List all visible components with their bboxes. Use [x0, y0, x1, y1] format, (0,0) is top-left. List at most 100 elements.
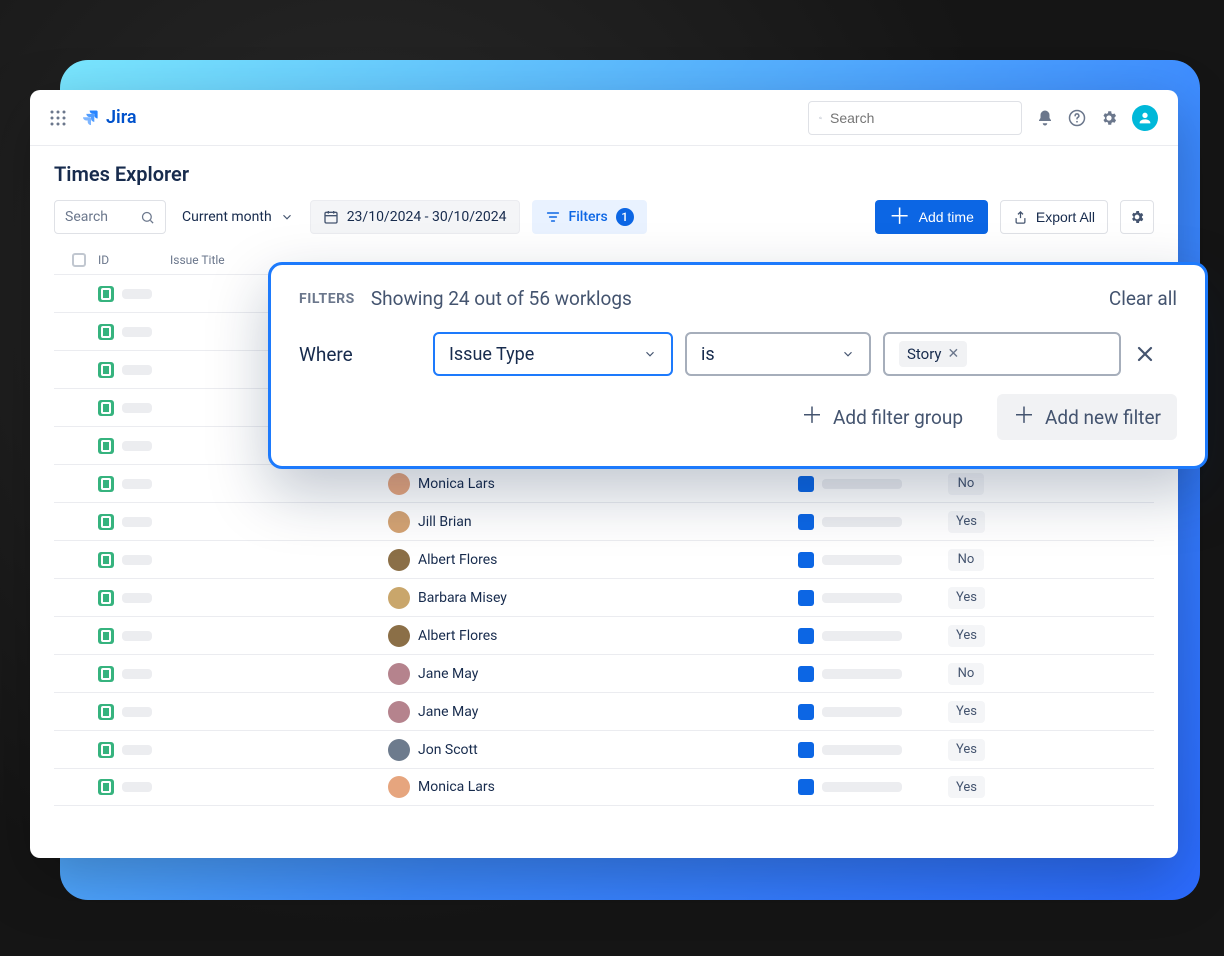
- chevron-down-icon: [643, 347, 657, 361]
- yes-no-tag: Yes: [948, 776, 985, 798]
- filters-button[interactable]: Filters 1: [532, 200, 647, 234]
- status-square: [798, 514, 814, 530]
- date-range-text: 23/10/2024 - 30/10/2024: [347, 209, 507, 225]
- notifications-icon[interactable]: [1036, 109, 1054, 127]
- user-name: Albert Flores: [418, 552, 497, 568]
- status-square: [798, 476, 814, 492]
- range-dropdown[interactable]: Current month: [178, 209, 298, 225]
- jira-logo[interactable]: Jira: [80, 107, 137, 128]
- table-row[interactable]: Jill BrianYes: [54, 502, 1154, 540]
- table-row[interactable]: Monica Lars Yes: [54, 768, 1154, 806]
- filter-value-select[interactable]: Story ✕: [883, 332, 1121, 376]
- table-row[interactable]: Albert FloresNo: [54, 540, 1154, 578]
- plus-icon: ＋: [801, 406, 823, 428]
- user-name: Jon Scott: [418, 742, 478, 758]
- user-avatar: [388, 663, 410, 685]
- filters-heading: FILTERS: [299, 291, 355, 307]
- status-square: [798, 666, 814, 682]
- status-square: [798, 779, 814, 795]
- user-name: Barbara Misey: [418, 590, 507, 606]
- user-avatar: [388, 625, 410, 647]
- status-placeholder: [822, 782, 902, 792]
- user-avatar: [388, 549, 410, 571]
- clear-all-button[interactable]: Clear all: [1109, 287, 1177, 310]
- add-time-label: Add time: [919, 209, 974, 225]
- global-search[interactable]: [808, 101, 1022, 135]
- table-search[interactable]: Search: [54, 200, 166, 234]
- date-range-picker[interactable]: 23/10/2024 - 30/10/2024: [310, 200, 520, 234]
- story-icon: [98, 742, 114, 758]
- table-row[interactable]: Jane MayNo: [54, 654, 1154, 692]
- user-name: Monica Lars: [418, 779, 495, 795]
- user-avatar: [388, 739, 410, 761]
- plus-icon: ＋: [889, 206, 911, 228]
- help-icon[interactable]: [1068, 109, 1086, 127]
- export-all-label: Export All: [1036, 209, 1095, 225]
- id-placeholder: [122, 631, 152, 641]
- export-all-button[interactable]: Export All: [1000, 200, 1108, 234]
- status-placeholder: [822, 745, 902, 755]
- table-row[interactable]: Albert Flores Yes: [54, 616, 1154, 654]
- apps-icon[interactable]: [50, 110, 66, 126]
- id-placeholder: [122, 517, 152, 527]
- filter-value-text: Story: [907, 345, 942, 363]
- yes-no-tag: Yes: [948, 739, 985, 761]
- user-name: Monica Lars: [418, 476, 495, 492]
- global-search-input[interactable]: [830, 110, 1011, 126]
- brand-name: Jira: [106, 107, 137, 128]
- story-icon: [98, 324, 114, 340]
- filters-subtitle: Showing 24 out of 56 worklogs: [371, 287, 632, 310]
- story-icon: [98, 628, 114, 644]
- id-placeholder: [122, 593, 152, 603]
- table-row[interactable]: Jon Scott Yes: [54, 730, 1154, 768]
- filters-label: Filters: [569, 209, 608, 225]
- table-row[interactable]: Barbara MiseyYes: [54, 578, 1154, 616]
- add-filter-group-label: Add filter group: [833, 406, 963, 429]
- status-square: [798, 742, 814, 758]
- app-window: Jira Times Explorer Search Current month: [30, 90, 1178, 858]
- id-placeholder: [122, 479, 152, 489]
- filter-field-select[interactable]: Issue Type: [433, 332, 673, 376]
- yes-no-tag: Yes: [948, 511, 985, 533]
- export-icon: [1013, 210, 1028, 225]
- status-placeholder: [822, 669, 902, 679]
- chevron-down-icon: [841, 347, 855, 361]
- remove-filter-icon[interactable]: [1133, 342, 1157, 366]
- select-all-checkbox[interactable]: [72, 253, 86, 267]
- user-avatar: [388, 587, 410, 609]
- filter-operator-select[interactable]: is: [685, 332, 871, 376]
- table-row[interactable]: Jane MayYes: [54, 692, 1154, 730]
- table-settings-button[interactable]: [1120, 200, 1154, 234]
- yes-no-tag: Yes: [948, 701, 985, 723]
- add-new-filter-label: Add new filter: [1045, 406, 1161, 429]
- status-placeholder: [822, 479, 902, 489]
- filters-popover: FILTERS Showing 24 out of 56 worklogs Cl…: [268, 262, 1208, 469]
- filter-icon: [545, 209, 561, 225]
- user-avatar: [388, 473, 410, 495]
- story-icon: [98, 666, 114, 682]
- settings-icon[interactable]: [1100, 109, 1118, 127]
- status-placeholder: [822, 593, 902, 603]
- filter-operator-value: is: [701, 344, 715, 365]
- filter-field-value: Issue Type: [449, 344, 534, 365]
- gear-icon: [1129, 209, 1145, 225]
- top-nav: Jira: [30, 90, 1178, 146]
- remove-chip-icon[interactable]: ✕: [948, 346, 960, 362]
- id-placeholder: [122, 327, 152, 337]
- user-avatar: [388, 701, 410, 723]
- table-row[interactable]: Monica Lars No: [54, 464, 1154, 502]
- yes-no-tag: Yes: [948, 625, 985, 647]
- add-filter-group-button[interactable]: ＋ Add filter group: [785, 394, 979, 440]
- user-name: Albert Flores: [418, 628, 497, 644]
- filter-value-chip: Story ✕: [899, 341, 967, 367]
- profile-avatar[interactable]: [1132, 105, 1158, 131]
- add-new-filter-button[interactable]: ＋ Add new filter: [997, 394, 1177, 440]
- yes-no-tag: No: [948, 473, 984, 495]
- plus-icon: ＋: [1013, 406, 1035, 428]
- id-placeholder: [122, 403, 152, 413]
- status-square: [798, 552, 814, 568]
- add-time-button[interactable]: ＋ Add time: [875, 200, 988, 234]
- page-title: Times Explorer: [54, 162, 1154, 186]
- story-icon: [98, 400, 114, 416]
- story-icon: [98, 704, 114, 720]
